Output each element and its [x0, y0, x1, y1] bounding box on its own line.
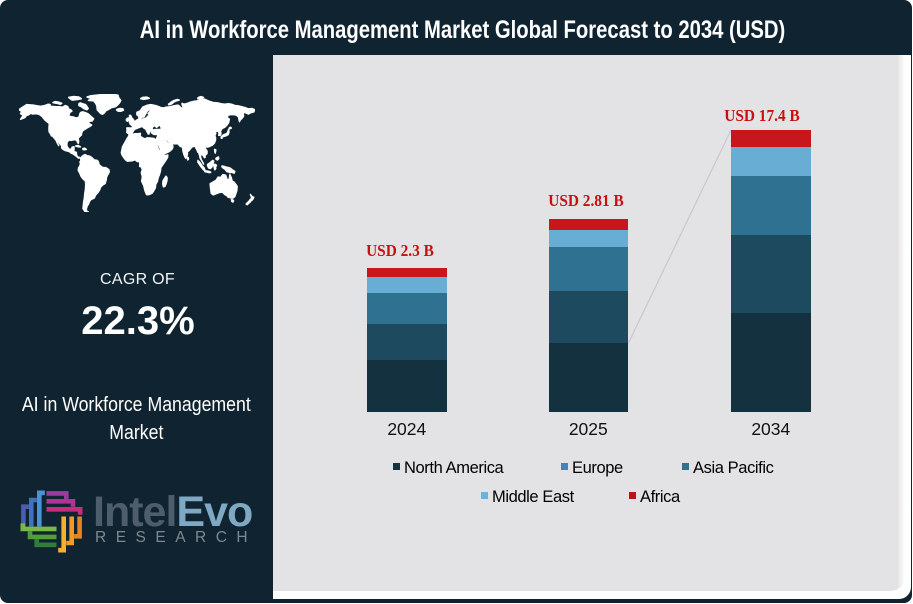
svg-text:RESEARCH: RESEARCH	[95, 529, 257, 546]
svg-text:IntelEvo: IntelEvo	[93, 488, 252, 536]
